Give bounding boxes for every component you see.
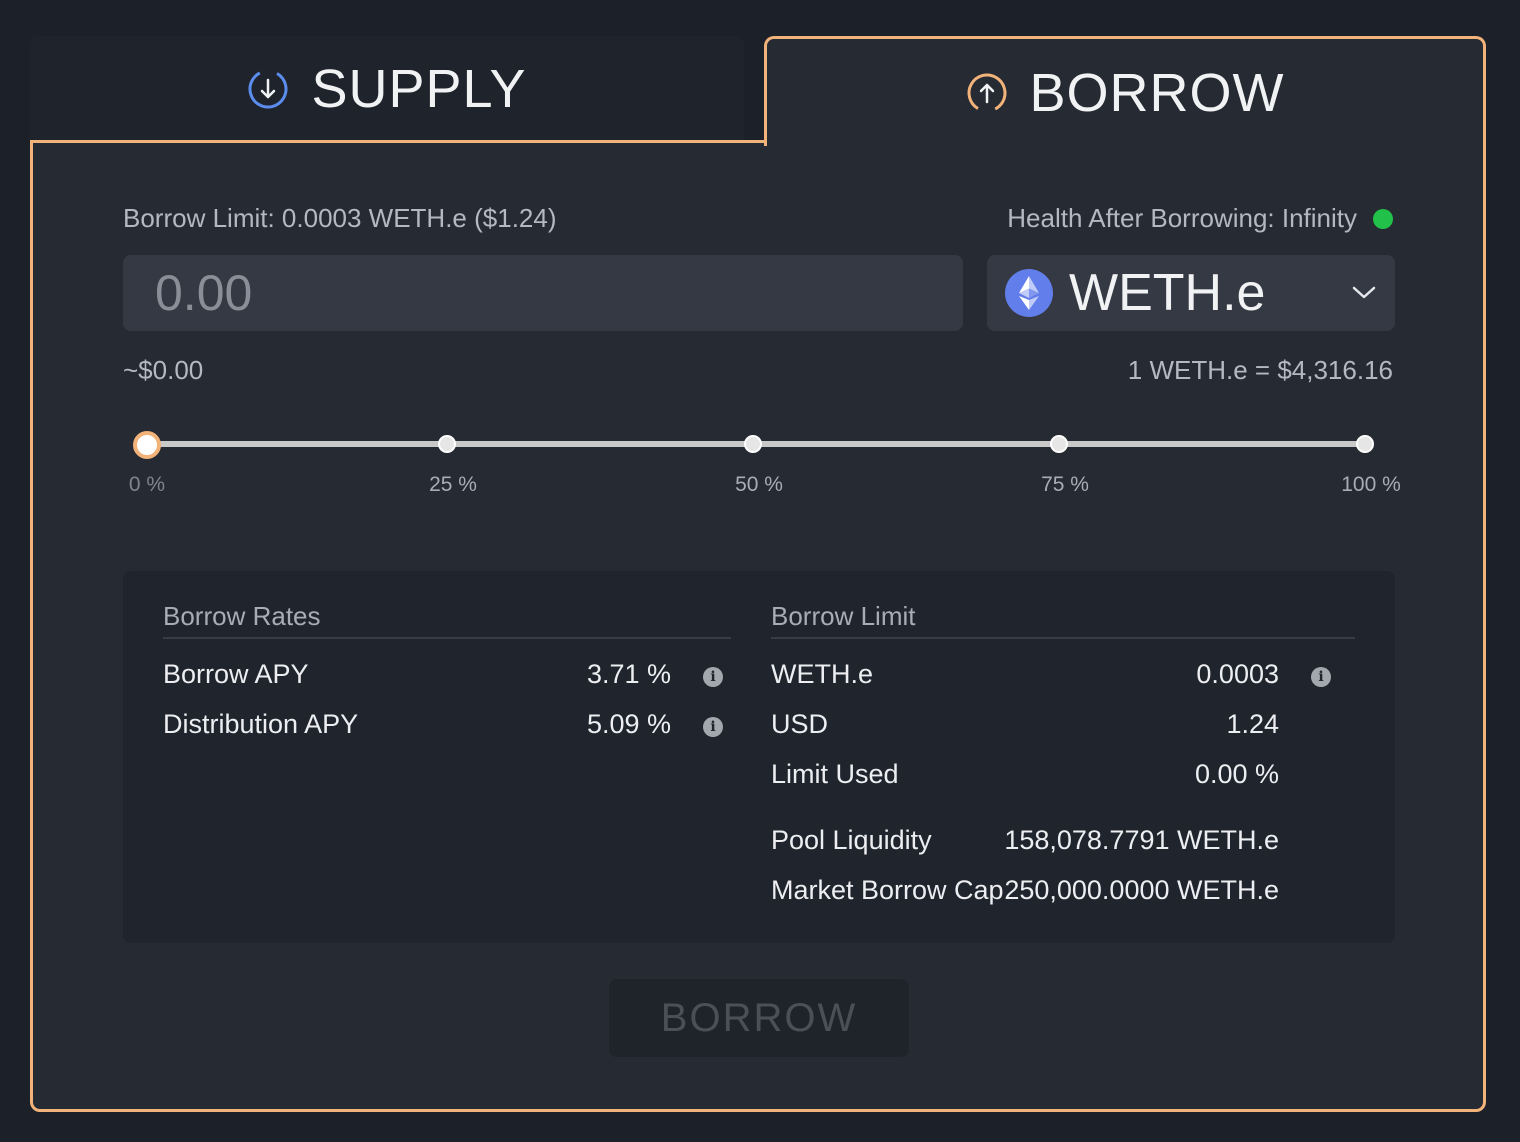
- slider-stop-25[interactable]: [438, 435, 456, 453]
- ethereum-icon: [1005, 269, 1053, 317]
- limit-weth-label: WETH.e: [771, 659, 874, 689]
- details-box: Borrow Rates Borrow Limit Borrow APY 3.7…: [123, 571, 1395, 943]
- slider-label-100: 100 %: [1341, 473, 1401, 496]
- limit-weth-value: 0.0003: [1196, 659, 1279, 689]
- usd-value: ~$0.00: [123, 355, 204, 385]
- slider-label-75: 75 %: [1041, 473, 1089, 496]
- borrow-limit-header: Borrow Limit: [771, 601, 916, 631]
- divider: [163, 637, 731, 639]
- borrow-panel: Borrow Limit: 0.0003 WETH.e ($1.24) Heal…: [30, 140, 1486, 1112]
- borrow-submit-button[interactable]: BORROW: [609, 979, 909, 1057]
- tab-borrow-label: BORROW: [1029, 62, 1285, 123]
- slider-stop-100[interactable]: [1356, 435, 1374, 453]
- info-icon[interactable]: i: [703, 667, 723, 687]
- distribution-apy-value: 5.09 %: [586, 709, 671, 739]
- health-indicator: Health After Borrowing: Infinity: [1007, 203, 1393, 234]
- limit-usd-label: USD: [771, 709, 829, 739]
- asset-select[interactable]: WETH.e: [987, 255, 1395, 331]
- tab-supply[interactable]: SUPPLY: [30, 36, 744, 142]
- slider-stop-75[interactable]: [1050, 435, 1068, 453]
- borrow-apy-value: 3.71 %: [586, 659, 671, 689]
- arrow-up-circle-icon: [967, 73, 1006, 112]
- slider-stop-50[interactable]: [744, 435, 762, 453]
- asset-name: WETH.e: [1069, 264, 1266, 322]
- pool-liquidity-label: Pool Liquidity: [771, 825, 932, 855]
- pool-liquidity-value: 158,078.7791 WETH.e: [1004, 825, 1279, 855]
- slider-handle[interactable]: [133, 431, 161, 459]
- slider-label-25: 25 %: [429, 473, 477, 496]
- distribution-apy-label: Distribution APY: [163, 709, 359, 739]
- limit-used-label: Limit Used: [771, 759, 899, 789]
- borrow-apy-label: Borrow APY: [163, 659, 309, 689]
- amount-input[interactable]: [123, 255, 963, 331]
- info-icon[interactable]: i: [703, 717, 723, 737]
- market-borrow-cap-label: Market Borrow Cap: [771, 875, 1004, 905]
- chevron-down-icon: [1352, 286, 1376, 299]
- exchange-rate: 1 WETH.e = $4,316.16: [1127, 355, 1393, 385]
- limit-used-value: 0.00 %: [1194, 759, 1279, 789]
- limit-usd-value: 1.24: [1226, 709, 1279, 739]
- slider-label-50: 50 %: [735, 473, 783, 496]
- borrow-limit-text: Borrow Limit: 0.0003 WETH.e ($1.24): [123, 203, 557, 233]
- health-text: Health After Borrowing: Infinity: [1007, 203, 1357, 233]
- tab-borrow[interactable]: BORROW: [764, 36, 1486, 146]
- borrow-rates-header: Borrow Rates: [163, 601, 321, 631]
- arrow-down-circle-icon: [248, 69, 288, 109]
- health-status-dot: [1373, 208, 1393, 229]
- market-borrow-cap-value: 250,000.0000 WETH.e: [1004, 875, 1279, 905]
- slider-label-0: 0 %: [128, 473, 166, 496]
- tab-supply-label: SUPPLY: [311, 59, 527, 119]
- info-icon[interactable]: i: [1311, 667, 1331, 687]
- divider: [771, 637, 1355, 639]
